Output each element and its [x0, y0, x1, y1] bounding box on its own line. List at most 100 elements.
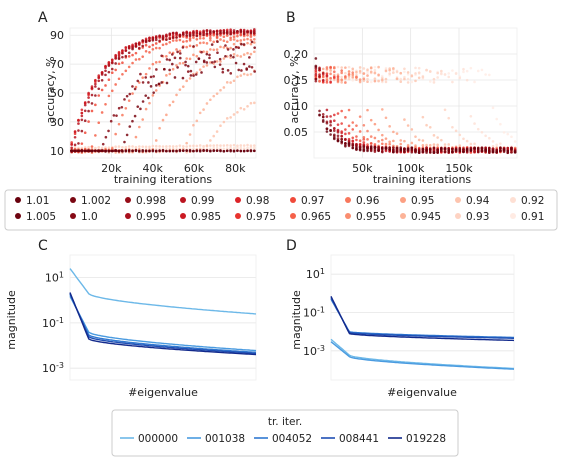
point-1.0: [181, 46, 185, 49]
point-1.0: [168, 58, 171, 62]
point-0.96: [212, 40, 216, 44]
legend-marker-0.97: [290, 197, 296, 203]
point-0.995: [73, 143, 77, 147]
point-0.965: [141, 55, 145, 58]
point-0.96: [198, 41, 202, 45]
point-1.002: [253, 46, 256, 49]
point-0.945: [377, 65, 380, 69]
point-0.94: [421, 115, 425, 119]
legend-label-0.92: 0.92: [521, 195, 544, 207]
point-0.945: [380, 78, 384, 82]
point-0.96: [209, 38, 212, 42]
point-1.0: [194, 73, 198, 76]
point-1.01: [90, 149, 94, 153]
point-0.93: [114, 145, 117, 149]
ytick-label: 101: [45, 270, 64, 285]
point-0.96: [127, 99, 131, 102]
point-0.965: [222, 35, 226, 39]
point-1.01: [473, 146, 476, 150]
point-0.955: [358, 78, 362, 81]
point-1.01: [73, 149, 77, 153]
point-1.01: [333, 136, 336, 140]
point-0.95: [215, 60, 219, 63]
point-0.93: [97, 145, 101, 149]
point-0.97: [110, 71, 114, 75]
point-1.0: [377, 145, 380, 149]
point-0.96: [138, 81, 141, 84]
point-1.005: [395, 150, 399, 153]
point-1.002: [155, 84, 158, 87]
point-0.92: [458, 76, 462, 80]
point-0.965: [198, 36, 202, 40]
legend-label-019228: 019228: [406, 433, 446, 445]
point-0.945: [403, 118, 406, 121]
point-0.945: [384, 69, 388, 73]
point-0.93: [362, 67, 366, 70]
point-0.94: [403, 77, 406, 81]
point-0.94: [232, 113, 236, 116]
point-0.94: [447, 143, 451, 146]
point-0.955: [219, 45, 222, 49]
point-0.91: [373, 65, 377, 69]
point-0.955: [175, 64, 178, 67]
point-0.94: [373, 77, 377, 80]
point-0.955: [246, 41, 249, 45]
point-0.99: [336, 128, 340, 132]
point-1.005: [329, 129, 332, 132]
point-0.91: [473, 80, 476, 84]
point-0.945: [373, 71, 377, 75]
point-0.955: [399, 142, 403, 146]
point-0.97: [355, 135, 358, 138]
point-0.92: [469, 114, 473, 118]
point-0.93: [491, 144, 495, 148]
point-0.98: [80, 108, 84, 112]
point-0.995: [83, 109, 87, 113]
point-1.0: [104, 135, 108, 139]
point-0.995: [80, 118, 84, 122]
point-1.005: [432, 150, 436, 154]
point-0.965: [178, 38, 182, 42]
point-0.965: [246, 34, 249, 37]
point-0.995: [253, 29, 256, 33]
point-1.002: [168, 68, 171, 72]
point-1.0: [355, 144, 358, 147]
point-1.002: [181, 76, 185, 80]
point-1.005: [366, 147, 369, 150]
point-0.945: [399, 71, 403, 75]
point-1.0: [120, 105, 124, 109]
point-0.91: [465, 69, 469, 73]
point-0.95: [421, 144, 425, 147]
point-0.995: [127, 46, 131, 50]
point-0.91: [380, 74, 384, 78]
ytick-label: 10-3: [303, 343, 325, 358]
point-0.965: [158, 46, 161, 50]
point-1.0: [229, 72, 233, 75]
point-0.94: [205, 144, 209, 147]
point-0.998: [242, 32, 246, 36]
point-0.998: [205, 32, 209, 35]
point-1.002: [152, 91, 155, 94]
point-0.998: [318, 75, 321, 78]
ytick-label: 0.20: [284, 48, 309, 61]
point-1.0: [125, 94, 129, 98]
point-1.01: [215, 149, 219, 152]
point-0.945: [421, 139, 425, 142]
point-1.01: [502, 148, 506, 152]
point-1.01: [192, 149, 195, 153]
legend-label-000000: 000000: [138, 433, 178, 445]
point-0.955: [232, 42, 236, 46]
point-0.965: [151, 47, 155, 51]
point-0.93: [73, 146, 77, 149]
point-0.965: [175, 39, 178, 42]
point-0.93: [239, 144, 243, 147]
point-0.94: [253, 101, 256, 105]
point-0.97: [325, 81, 329, 84]
point-0.965: [333, 70, 336, 74]
point-1.005: [447, 148, 451, 152]
point-0.95: [392, 130, 395, 134]
point-0.95: [358, 80, 362, 83]
point-1.0: [237, 46, 241, 50]
point-1.002: [149, 85, 153, 88]
point-0.965: [195, 37, 199, 41]
point-1.01: [253, 149, 256, 153]
